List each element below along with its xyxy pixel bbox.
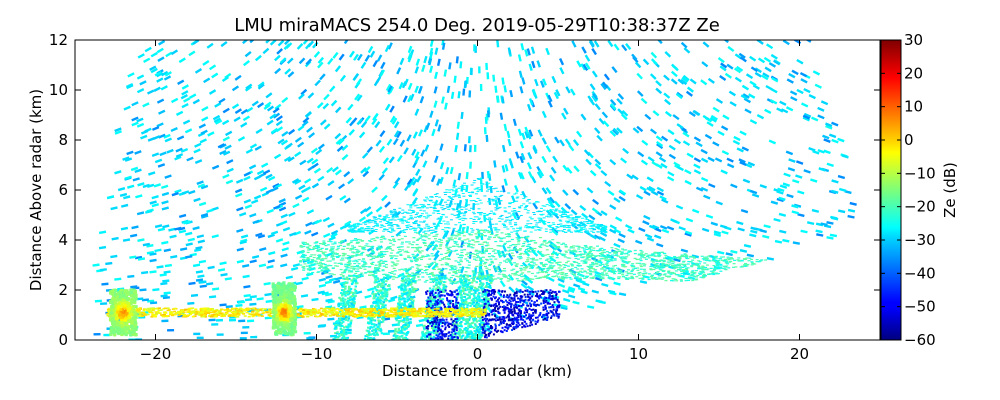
colorbar-tick-label: 0 [904, 131, 914, 149]
colorbar-axis: −60 −50 −40 −30 −20 −10 0 10 20 30 [881, 31, 936, 349]
colorbar-tick-label: −50 [904, 298, 936, 316]
colorbar-label: Ze (dB) [941, 162, 959, 218]
y-axis-label: Distance Above radar (km) [27, 89, 45, 291]
y-tick-label: 4 [58, 231, 68, 249]
y-tick-label: 12 [49, 31, 68, 49]
colorbar-tick-label: 30 [904, 31, 923, 49]
colorbar-tick-label: −40 [904, 264, 936, 282]
y-tick-label: 8 [58, 131, 68, 149]
x-tick-label: 20 [790, 345, 809, 363]
y-axis: 0 2 4 6 8 10 12 [49, 31, 880, 349]
x-axis: −20 −10 0 10 20 [140, 40, 809, 363]
colorbar-tick-label: −30 [904, 231, 936, 249]
colorbar [880, 39, 902, 341]
colorbar-tick-label: 20 [904, 64, 923, 82]
precipitation-columns [108, 281, 298, 337]
x-tick-label: −10 [301, 345, 333, 363]
cloud-layer [298, 177, 768, 284]
colorbar-tick-label: 10 [904, 98, 923, 116]
radar-image [92, 40, 857, 340]
x-axis-label: Distance from radar (km) [382, 362, 572, 380]
colorbar-tick-label: −20 [904, 198, 936, 216]
y-tick-label: 2 [58, 281, 68, 299]
y-tick-label: 6 [58, 181, 68, 199]
y-tick-label: 10 [49, 81, 68, 99]
colorbar-tick-label: −60 [904, 331, 936, 349]
colorbar-tick-label: −10 [904, 164, 936, 182]
low-reflectivity-echo [425, 289, 561, 340]
x-tick-label: −20 [140, 345, 172, 363]
y-tick-label: 0 [58, 331, 68, 349]
x-tick-label: 0 [473, 345, 483, 363]
precipitation-curtains [332, 274, 493, 340]
x-tick-label: 10 [629, 345, 648, 363]
chart-title: LMU miraMACS 254.0 Deg. 2019-05-29T10:38… [234, 15, 720, 36]
